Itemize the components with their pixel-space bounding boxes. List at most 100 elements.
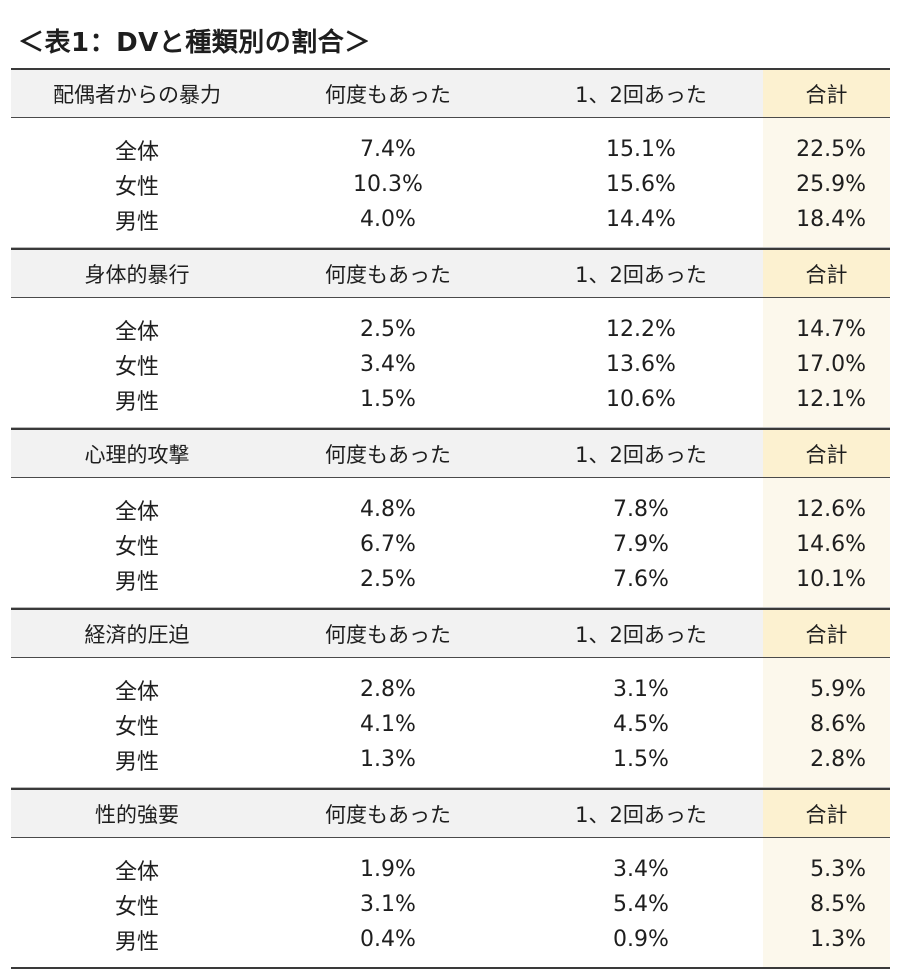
table-row: 女性 10.3% 15.6% 25.9% <box>11 167 890 202</box>
total-column-highlight <box>763 430 890 477</box>
value-total: 14.7% <box>796 317 866 342</box>
total-column-highlight <box>763 298 890 427</box>
row-label: 女性 <box>114 714 159 740</box>
value-once: 3.4% <box>613 857 669 882</box>
value-once: 5.4% <box>613 892 669 917</box>
value-many: 10.3% <box>353 172 423 197</box>
table-section: 心理的攻撃 何度もあった 1、2回あった 合計 全体 4.8% 7.8% 12.… <box>11 428 890 608</box>
value-once: 7.9% <box>613 532 669 557</box>
row-label: 全体 <box>114 499 159 525</box>
value-many: 6.7% <box>360 532 416 557</box>
category-label: 経済的圧迫 <box>84 622 190 647</box>
total-column-highlight <box>763 70 890 117</box>
section-body: 全体 7.4% 15.1% 22.5% 女性 10.3% 15.6% 25.9%… <box>11 118 890 248</box>
value-many: 1.3% <box>360 747 416 772</box>
section-body: 全体 2.8% 3.1% 5.9% 女性 4.1% 4.5% 8.6% 男性 1… <box>11 658 890 788</box>
table-section: 性的強要 何度もあった 1、2回あった 合計 全体 1.9% 3.4% 5.3%… <box>11 788 890 969</box>
section-body: 全体 2.5% 12.2% 14.7% 女性 3.4% 13.6% 17.0% … <box>11 298 890 428</box>
value-many: 4.8% <box>360 497 416 522</box>
table-row: 男性 2.5% 7.6% 10.1% <box>11 562 890 597</box>
value-once: 7.8% <box>613 497 669 522</box>
value-total: 22.5% <box>796 137 866 162</box>
value-total: 18.4% <box>796 207 866 232</box>
column-header-once: 1、2回あった <box>575 262 707 287</box>
table-row: 男性 0.4% 0.9% 1.3% <box>11 922 890 957</box>
row-label: 男性 <box>114 929 159 955</box>
total-column-highlight <box>763 790 890 837</box>
value-total: 12.6% <box>796 497 866 522</box>
column-header-many: 何度もあった <box>325 262 451 287</box>
row-label: 全体 <box>114 859 159 885</box>
total-column-highlight <box>763 250 890 297</box>
column-header-total: 合計 <box>805 802 848 827</box>
column-header-total: 合計 <box>805 622 848 647</box>
value-many: 4.1% <box>360 712 416 737</box>
total-column-highlight <box>763 118 890 247</box>
value-total: 12.1% <box>796 387 866 412</box>
table-row: 女性 4.1% 4.5% 8.6% <box>11 707 890 742</box>
table-row: 全体 2.8% 3.1% 5.9% <box>11 672 890 707</box>
table-row: 全体 1.9% 3.4% 5.3% <box>11 852 890 887</box>
value-many: 7.4% <box>360 137 416 162</box>
table-section: 経済的圧迫 何度もあった 1、2回あった 合計 全体 2.8% 3.1% 5.9… <box>11 608 890 788</box>
table-row: 全体 7.4% 15.1% 22.5% <box>11 132 890 167</box>
value-total: 8.6% <box>810 712 866 737</box>
column-header-many: 何度もあった <box>325 82 451 107</box>
value-total: 25.9% <box>796 172 866 197</box>
value-once: 14.4% <box>606 207 676 232</box>
column-header-many: 何度もあった <box>325 622 451 647</box>
value-total: 5.3% <box>810 857 866 882</box>
total-column-highlight <box>763 658 890 787</box>
table-row: 女性 6.7% 7.9% 14.6% <box>11 527 890 562</box>
value-many: 1.5% <box>360 387 416 412</box>
value-once: 7.6% <box>613 567 669 592</box>
row-label: 全体 <box>114 319 159 345</box>
row-label: 女性 <box>114 534 159 560</box>
table-row: 女性 3.4% 13.6% 17.0% <box>11 347 890 382</box>
row-label: 男性 <box>114 389 159 415</box>
value-once: 10.6% <box>606 387 676 412</box>
value-once: 4.5% <box>613 712 669 737</box>
row-label: 全体 <box>114 139 159 165</box>
category-label: 身体的暴行 <box>84 262 190 287</box>
section-header-row: 配偶者からの暴力 何度もあった 1、2回あった 合計 <box>11 68 890 118</box>
value-many: 2.5% <box>360 317 416 342</box>
value-once: 0.9% <box>613 927 669 952</box>
value-once: 3.1% <box>613 677 669 702</box>
value-many: 4.0% <box>360 207 416 232</box>
section-header-row: 身体的暴行 何度もあった 1、2回あった 合計 <box>11 248 890 298</box>
value-many: 3.4% <box>360 352 416 377</box>
column-header-total: 合計 <box>805 82 848 107</box>
section-body: 全体 1.9% 3.4% 5.3% 女性 3.1% 5.4% 8.5% 男性 0… <box>11 838 890 969</box>
value-many: 2.8% <box>360 677 416 702</box>
category-label: 配偶者からの暴力 <box>53 82 221 107</box>
row-label: 女性 <box>114 894 159 920</box>
value-once: 12.2% <box>606 317 676 342</box>
value-total: 2.8% <box>810 747 866 772</box>
column-header-once: 1、2回あった <box>575 802 707 827</box>
value-total: 14.6% <box>796 532 866 557</box>
row-label: 女性 <box>114 354 159 380</box>
value-many: 1.9% <box>360 857 416 882</box>
row-label: 男性 <box>114 749 159 775</box>
table-title: ＜表1：DVと種類別の割合＞ <box>18 28 371 58</box>
total-column-highlight <box>763 478 890 607</box>
row-label: 男性 <box>114 569 159 595</box>
value-once: 13.6% <box>606 352 676 377</box>
value-total: 5.9% <box>810 677 866 702</box>
value-many: 3.1% <box>360 892 416 917</box>
value-once: 1.5% <box>613 747 669 772</box>
column-header-total: 合計 <box>805 442 848 467</box>
section-header-row: 性的強要 何度もあった 1、2回あった 合計 <box>11 788 890 838</box>
value-total: 1.3% <box>810 927 866 952</box>
value-total: 8.5% <box>810 892 866 917</box>
value-once: 15.1% <box>606 137 676 162</box>
column-header-once: 1、2回あった <box>575 82 707 107</box>
column-header-many: 何度もあった <box>325 802 451 827</box>
section-header-row: 経済的圧迫 何度もあった 1、2回あった 合計 <box>11 608 890 658</box>
column-header-many: 何度もあった <box>325 442 451 467</box>
table-row: 全体 4.8% 7.8% 12.6% <box>11 492 890 527</box>
value-once: 15.6% <box>606 172 676 197</box>
table-section: 配偶者からの暴力 何度もあった 1、2回あった 合計 全体 7.4% 15.1%… <box>11 68 890 248</box>
row-label: 男性 <box>114 209 159 235</box>
